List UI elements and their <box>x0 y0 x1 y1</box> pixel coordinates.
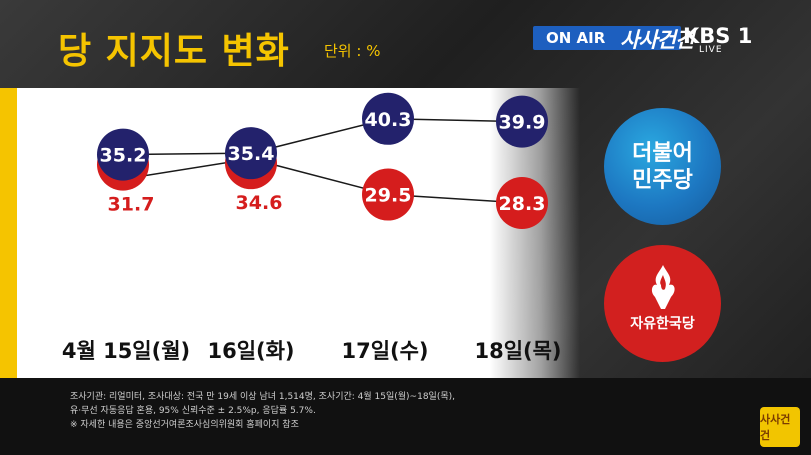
data-label-red-party: 29.5 <box>365 185 412 207</box>
data-point-blue-party <box>362 92 414 145</box>
corner-program-logo: 사사건건 <box>760 407 800 447</box>
legend-badge-blue-party: 더불어 민주당 <box>604 108 721 225</box>
data-point-blue-party <box>225 127 277 180</box>
data-point-blue-party <box>97 128 149 181</box>
channel-logo: KBS 1 <box>683 24 753 48</box>
live-label: LIVE <box>699 45 723 55</box>
torch-icon <box>651 265 675 309</box>
unit-label: 단위 : % <box>324 42 381 60</box>
x-tick-label: 4월 15일(월) <box>62 339 190 363</box>
x-tick-label: 17일(수) <box>341 339 428 363</box>
footnote-line: 조사기관: 리얼미터, 조사대상: 전국 만 19세 이상 남녀 1,514명,… <box>70 392 455 402</box>
data-label-blue-party: 39.9 <box>499 112 546 134</box>
on-air-label: ON AIR <box>546 29 606 47</box>
page-title: 당 지지도 변화 <box>58 31 290 72</box>
footnote-line: ※ 자세한 내용은 중앙선거여론조사심의위원회 홈페이지 참조 <box>70 420 299 430</box>
legend-badge-red-party: 자유한국당 <box>604 245 721 362</box>
legend-label-blue-party: 더불어 민주당 <box>632 140 693 193</box>
series-line-blue-party <box>122 118 523 156</box>
on-air-banner <box>533 26 681 50</box>
data-label-red-party: 34.6 <box>236 192 283 214</box>
footnote-line: 유·무선 자동응답 혼용, 95% 신뢰수준 ± 2.5%p, 응답률 5.7%… <box>70 406 316 416</box>
legend-label-red-party: 자유한국당 <box>630 316 695 332</box>
data-label-red-party: 28.3 <box>499 193 546 215</box>
data-label-blue-party: 40.3 <box>365 109 412 131</box>
x-tick-label: 16일(화) <box>207 339 294 363</box>
data-point-red-party <box>362 168 414 221</box>
program-logo: 사사건건 <box>620 28 694 52</box>
footer-strip <box>0 378 811 455</box>
x-tick-label: 18일(목) <box>474 339 561 363</box>
data-label-red-party: 31.7 <box>108 194 155 216</box>
data-point-blue-party <box>496 95 548 148</box>
data-point-red-party <box>496 176 548 229</box>
series-line-red-party <box>122 158 523 204</box>
accent-bar <box>0 88 17 378</box>
data-label-blue-party: 35.4 <box>228 143 275 165</box>
data-label-blue-party: 35.2 <box>100 145 147 167</box>
